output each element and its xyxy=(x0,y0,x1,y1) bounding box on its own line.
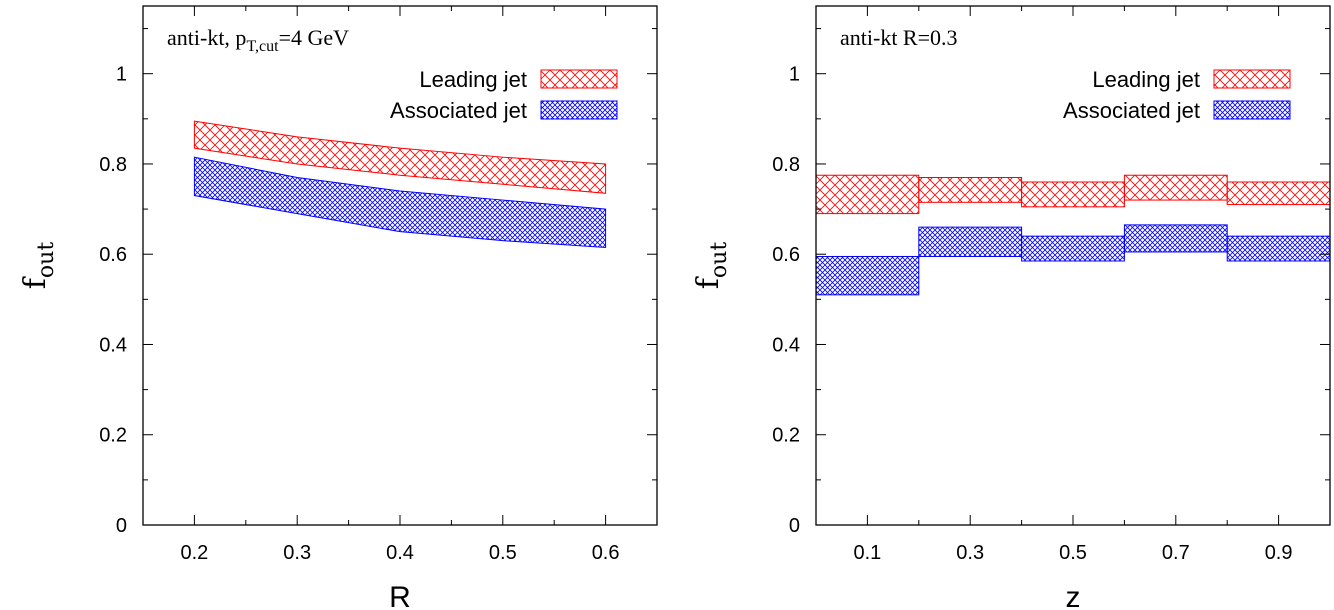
legend-label-associated-jet: Associated jet xyxy=(390,98,527,123)
x-tick-label: 0.7 xyxy=(1162,542,1190,564)
legend-swatch-leading-jet xyxy=(540,69,618,89)
right-panel: 0 0.2 0.4 0.6 0.8 1 0.1 0.3 0.5 0.7 0.9 z fout anti-k… xyxy=(691,5,1331,610)
associated-jet-bin-2 xyxy=(1021,235,1125,262)
leading-jet-bin-4 xyxy=(1226,181,1331,206)
y-tick-label: 0.2 xyxy=(99,425,127,447)
y-tick-label: 0 xyxy=(116,515,127,537)
x-tick-label: 0.3 xyxy=(283,542,311,564)
associated-jet-band xyxy=(193,156,607,248)
y-tick-label: 0.6 xyxy=(99,244,127,266)
legend-swatch-associated-jet xyxy=(1213,100,1291,120)
associated-jet-bin-3 xyxy=(1123,224,1228,253)
annotation-label: anti-kt R=0.3 xyxy=(840,25,958,50)
legend-swatch-leading-jet xyxy=(1213,69,1291,89)
y-tick-label: 0.8 xyxy=(772,154,800,176)
y-tick-label: 0.6 xyxy=(772,244,800,266)
x-tick-label: 0.9 xyxy=(1265,542,1293,564)
y-tick-label: 0.4 xyxy=(772,334,800,356)
leading-jet-band xyxy=(193,120,607,194)
leading-jet-bin-1 xyxy=(918,176,1023,203)
associated-jet-bin-0 xyxy=(815,255,920,296)
y-tick-label: 0 xyxy=(789,515,800,537)
y-tick-label: 1 xyxy=(116,64,127,86)
legend-swatch-associated-jet xyxy=(540,100,618,120)
legend-label-leading-jet: Leading jet xyxy=(1092,67,1200,92)
x-tick-label: 0.6 xyxy=(592,542,620,564)
y-axis-label: fout xyxy=(18,242,59,290)
x-axis-label: R xyxy=(389,581,411,610)
y-tick-label: 0.4 xyxy=(99,334,127,356)
x-tick-label: 0.1 xyxy=(853,542,881,564)
y-tick-label: 0.2 xyxy=(772,425,800,447)
annotation-label: anti-kt, pT,cut=4 GeV xyxy=(167,25,349,55)
y-tick-label: 0.8 xyxy=(99,154,127,176)
y-axis-label: fout xyxy=(691,242,732,290)
x-tick-label: 0.5 xyxy=(1059,542,1087,564)
leading-jet-bin-3 xyxy=(1123,174,1228,201)
x-axis-label: z xyxy=(1066,581,1081,610)
x-tick-label: 0.4 xyxy=(386,542,414,564)
leading-jet-bin-2 xyxy=(1021,181,1125,208)
x-tick-label: 0.2 xyxy=(180,542,208,564)
x-tick-label: 0.5 xyxy=(489,542,517,564)
legend-label-leading-jet: Leading jet xyxy=(419,67,527,92)
associated-jet-bin-4 xyxy=(1226,235,1331,262)
associated-jet-bin-1 xyxy=(918,226,1023,257)
x-tick-label: 0.3 xyxy=(956,542,984,564)
leading-jet-bin-0 xyxy=(815,174,920,215)
legend-label-associated-jet: Associated jet xyxy=(1063,98,1200,123)
y-tick-label: 1 xyxy=(789,64,800,86)
